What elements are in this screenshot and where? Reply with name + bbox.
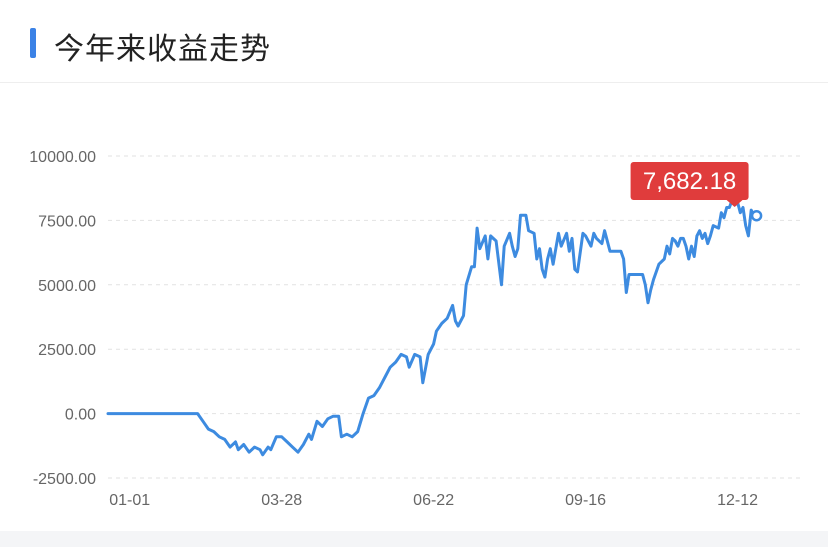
- x-tick-label: 09-16: [565, 492, 606, 509]
- footer-strip: [0, 531, 828, 547]
- y-tick-label: -2500.00: [33, 471, 96, 488]
- tooltip-pointer: [726, 200, 743, 207]
- y-tick-label: 0.00: [65, 407, 96, 424]
- x-tick-label: 12-12: [717, 492, 758, 509]
- value-tooltip: [630, 162, 749, 200]
- chart-card: 今年来收益走势 10000.00 7500.00 5000.00 2500.00 0.0…: [0, 0, 828, 531]
- y-tick-label: 7500.00: [38, 213, 96, 230]
- series-line: [106, 198, 759, 457]
- title-accent-bar: [30, 28, 36, 58]
- last-point-marker: [750, 209, 763, 222]
- card-header: 今年来收益走势: [0, 0, 828, 83]
- x-tick-label: 01-01: [109, 492, 150, 509]
- page-title: 今年来收益走势: [54, 32, 271, 67]
- y-tick-label: 10000.00: [29, 149, 96, 166]
- tooltip-value: 7,682.18: [643, 168, 736, 195]
- returns-line-chart[interactable]: 10000.00 7500.00 5000.00 2500.00 0.00 -2500.0…: [0, 0, 828, 531]
- x-tick-label: 06-22: [413, 492, 454, 509]
- y-tick-label: 5000.00: [38, 278, 96, 295]
- y-tick-label: 2500.00: [38, 342, 96, 359]
- x-tick-label: 03-28: [261, 492, 302, 509]
